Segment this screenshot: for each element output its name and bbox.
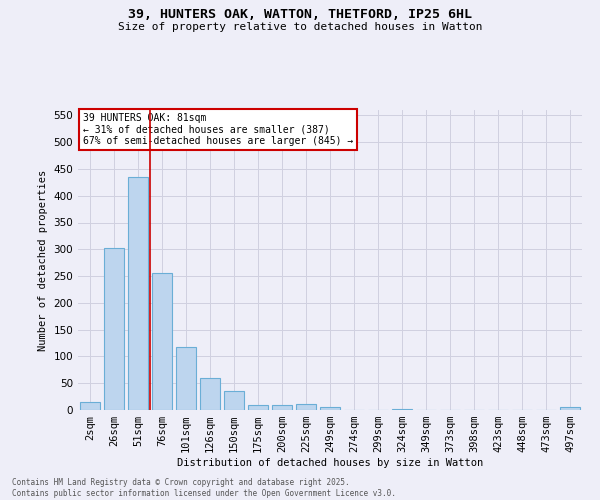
Bar	[224, 391, 244, 410]
Text: 39, HUNTERS OAK, WATTON, THETFORD, IP25 6HL: 39, HUNTERS OAK, WATTON, THETFORD, IP25 …	[128, 8, 472, 20]
Text: 39 HUNTERS OAK: 81sqm
← 31% of detached houses are smaller (387)
67% of semi-det: 39 HUNTERS OAK: 81sqm ← 31% of detached …	[83, 113, 353, 146]
Bar	[176, 347, 196, 410]
Bar	[80, 402, 100, 410]
Text: Contains HM Land Registry data © Crown copyright and database right 2025.
Contai: Contains HM Land Registry data © Crown c…	[12, 478, 396, 498]
Bar	[560, 408, 580, 410]
Bar	[104, 248, 124, 410]
Text: Size of property relative to detached houses in Watton: Size of property relative to detached ho…	[118, 22, 482, 32]
X-axis label: Distribution of detached houses by size in Watton: Distribution of detached houses by size …	[177, 458, 483, 468]
Bar	[272, 404, 292, 410]
Bar	[296, 404, 316, 410]
Bar	[320, 408, 340, 410]
Bar	[128, 177, 148, 410]
Y-axis label: Number of detached properties: Number of detached properties	[38, 170, 48, 350]
Bar	[152, 274, 172, 410]
Bar	[392, 409, 412, 410]
Bar	[200, 378, 220, 410]
Bar	[248, 404, 268, 410]
